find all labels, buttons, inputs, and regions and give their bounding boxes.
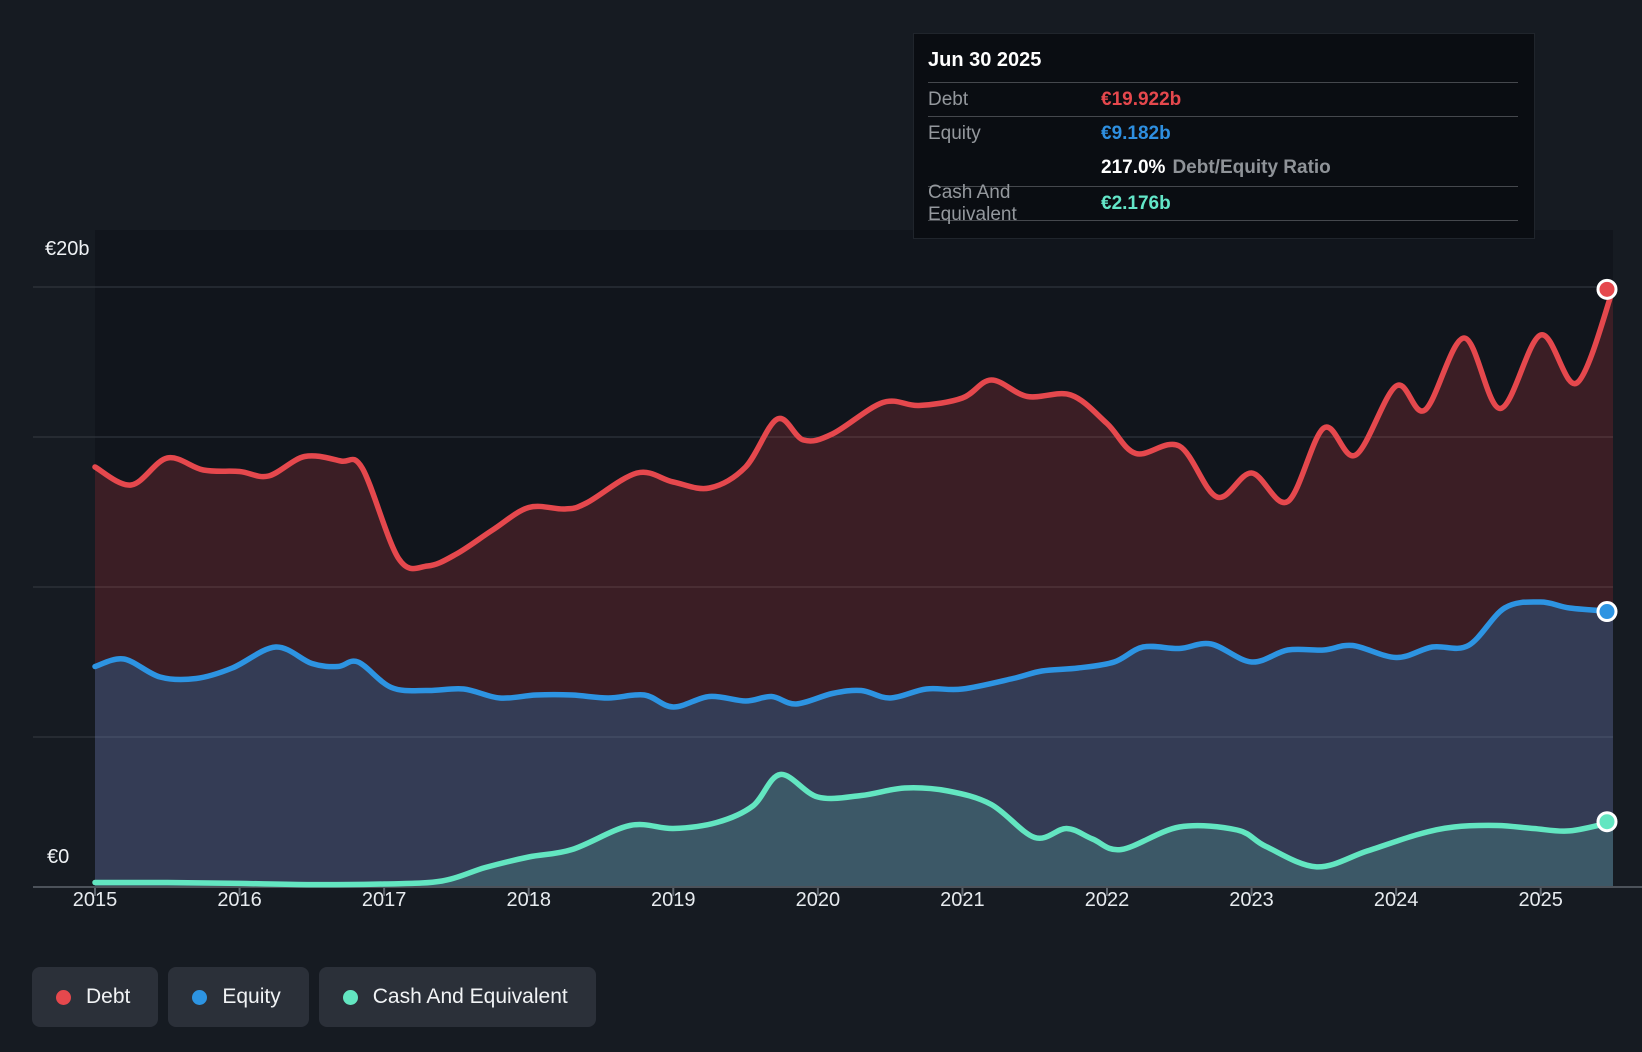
debt-area (95, 289, 1613, 887)
legend-color-dot (56, 989, 71, 1005)
legend-item-debt[interactable]: Debt (32, 967, 159, 1027)
tooltip-row-value: €9.182b (1101, 122, 1171, 144)
tooltip-row-debt-equity-ratio: 217.0% Debt/Equity Ratio (928, 150, 1518, 187)
x-axis-label-2019: 2019 (651, 889, 696, 911)
x-axis-label-2020: 2020 (795, 889, 841, 911)
equity-line (92, 599, 1616, 710)
tooltip-row-cash-and-equivalent: Cash And Equivalent €2.176b (928, 182, 1518, 225)
tooltip-date: Jun 30 2025 (928, 39, 1518, 83)
debt-line (92, 286, 1616, 572)
ratio-label: Debt/Equity Ratio (1172, 157, 1331, 178)
legend-color-dot (342, 989, 358, 1005)
tooltip-row-debt: Debt €19.922b (928, 83, 1518, 117)
tooltip-row-label: Equity (928, 122, 981, 144)
x-axis-label-2023: 2023 (1229, 889, 1274, 911)
legend-item-label: Equity (222, 985, 281, 1008)
chart-tooltip: Jun 30 2025 Debt €19.922b Equity €9.182b 217… (913, 33, 1535, 239)
cash-and-equivalent-area (95, 774, 1613, 887)
legend-item-cash-and-equivalent[interactable]: Cash And Equivalent (318, 967, 596, 1027)
debt-endpoint-marker (1596, 278, 1618, 300)
legend-item-label: Debt (86, 985, 131, 1008)
ratio-value: 217.0% (1101, 157, 1166, 178)
y-axis-label-0: €0 (47, 846, 70, 868)
x-axis-label-2024: 2024 (1373, 889, 1419, 911)
cash-and-equivalent-endpoint-marker (1596, 811, 1618, 833)
x-axis-label-2022: 2022 (1084, 889, 1130, 911)
equity-area (95, 601, 1613, 887)
x-axis-label-2021: 2021 (940, 889, 985, 911)
tooltip-row-label: Cash And Equivalent (928, 181, 1017, 225)
tooltip-row-value: €19.922b (1101, 88, 1182, 110)
tooltip-row-equity: Equity €9.182b (928, 117, 1518, 150)
x-axis-label-2015: 2015 (72, 889, 118, 911)
x-axis-label-2016: 2016 (217, 889, 262, 911)
legend-item-equity[interactable]: Equity (168, 967, 309, 1027)
legend-item-label: Cash And Equivalent (372, 985, 568, 1008)
tooltip-row-label: Debt (928, 88, 969, 110)
x-axis-label-2025: 2025 (1518, 889, 1563, 911)
tooltip-rows: Debt €19.922b Equity €9.182b 217.0% Debt/Equi… (928, 83, 1518, 225)
x-axis-label-2017: 2017 (361, 889, 407, 911)
legend-color-dot (192, 989, 208, 1005)
plot-area (95, 230, 1613, 887)
x-axis-label-2018: 2018 (506, 889, 551, 911)
cash-and-equivalent-line (92, 771, 1616, 888)
chart-legend: Debt Equity Cash And Equivalent (32, 967, 596, 1027)
equity-endpoint-marker (1596, 601, 1618, 623)
y-axis-label-20b: €20b (45, 238, 90, 260)
tooltip-row-value: €2.176b (1101, 192, 1171, 214)
